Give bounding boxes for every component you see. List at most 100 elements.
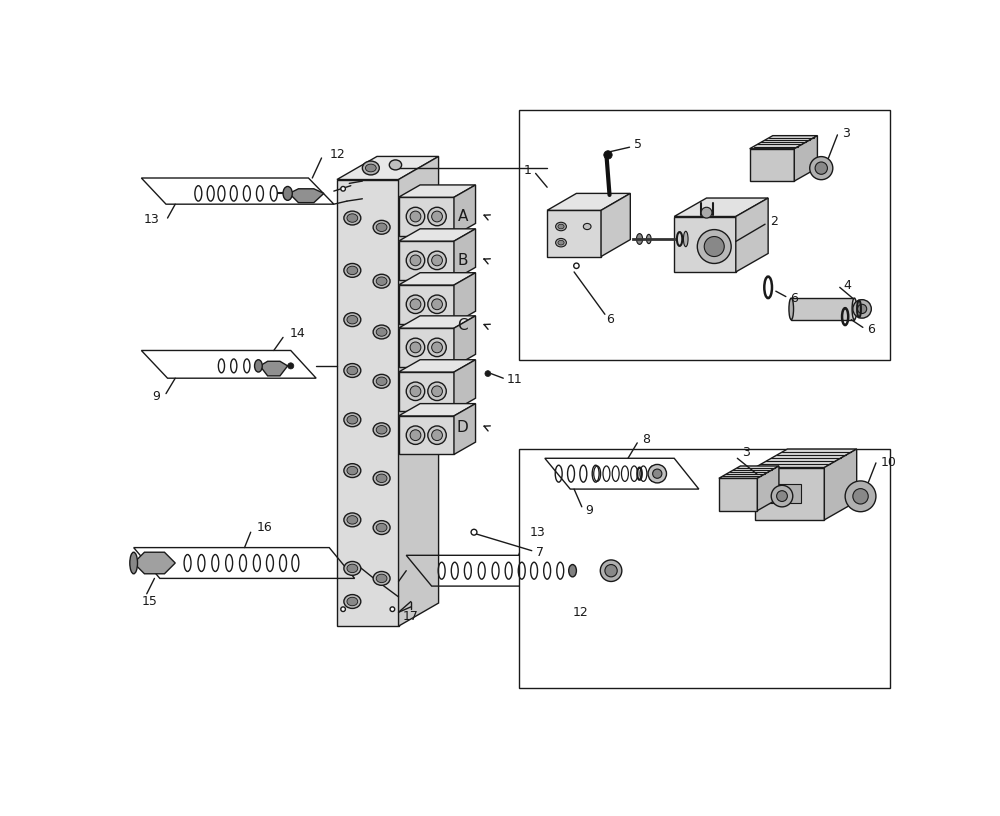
Circle shape [432, 255, 442, 266]
Circle shape [406, 251, 425, 269]
Ellipse shape [376, 328, 387, 336]
Polygon shape [399, 316, 476, 328]
Circle shape [428, 295, 446, 313]
Text: 11: 11 [506, 373, 522, 386]
Ellipse shape [347, 214, 358, 222]
Ellipse shape [376, 523, 387, 532]
Text: B: B [457, 253, 468, 268]
Ellipse shape [365, 164, 376, 172]
Circle shape [428, 426, 446, 445]
Text: D: D [456, 420, 468, 435]
Polygon shape [547, 193, 630, 211]
Polygon shape [399, 157, 439, 626]
Polygon shape [399, 328, 454, 366]
Text: 12: 12 [572, 605, 588, 619]
Polygon shape [454, 404, 476, 455]
Circle shape [432, 299, 442, 309]
Ellipse shape [376, 277, 387, 286]
Ellipse shape [347, 516, 358, 524]
Circle shape [432, 386, 442, 397]
Ellipse shape [255, 360, 262, 372]
Ellipse shape [344, 313, 361, 326]
Polygon shape [674, 216, 736, 272]
Ellipse shape [376, 574, 387, 583]
Polygon shape [454, 273, 476, 323]
Polygon shape [454, 316, 476, 366]
Circle shape [771, 486, 793, 507]
Text: C: C [457, 318, 468, 334]
Circle shape [410, 386, 421, 397]
Polygon shape [399, 416, 454, 455]
Circle shape [777, 490, 787, 502]
Circle shape [604, 151, 612, 159]
Ellipse shape [376, 223, 387, 232]
Circle shape [653, 469, 662, 478]
Text: 2: 2 [770, 215, 778, 228]
Circle shape [410, 342, 421, 353]
Text: 13: 13 [144, 213, 160, 226]
Ellipse shape [283, 187, 292, 201]
Ellipse shape [373, 423, 390, 437]
Ellipse shape [389, 160, 402, 170]
Circle shape [697, 229, 731, 264]
Circle shape [406, 295, 425, 313]
Circle shape [390, 607, 395, 611]
Text: 3: 3 [842, 126, 850, 140]
Text: A: A [457, 209, 468, 224]
Polygon shape [755, 468, 824, 520]
Ellipse shape [373, 220, 390, 234]
Ellipse shape [556, 222, 566, 231]
Polygon shape [399, 228, 476, 242]
Polygon shape [750, 149, 794, 181]
Polygon shape [601, 193, 630, 256]
Polygon shape [399, 273, 476, 285]
Ellipse shape [583, 224, 591, 229]
Circle shape [810, 157, 833, 180]
Bar [686, 231, 718, 246]
Polygon shape [399, 404, 476, 416]
Ellipse shape [646, 234, 651, 244]
Circle shape [857, 304, 867, 313]
Polygon shape [399, 242, 454, 280]
Polygon shape [794, 135, 817, 181]
Polygon shape [755, 449, 857, 468]
Polygon shape [719, 478, 757, 511]
Polygon shape [337, 180, 399, 626]
Ellipse shape [344, 211, 361, 225]
Circle shape [704, 237, 724, 256]
Ellipse shape [347, 316, 358, 324]
Text: 1: 1 [524, 164, 532, 177]
Circle shape [485, 370, 491, 376]
Ellipse shape [347, 415, 358, 424]
Polygon shape [674, 198, 768, 216]
Circle shape [288, 363, 294, 369]
Polygon shape [260, 361, 288, 376]
Circle shape [471, 530, 477, 535]
Text: 8: 8 [642, 433, 650, 446]
Text: 4: 4 [844, 279, 851, 292]
Ellipse shape [376, 377, 387, 385]
Text: 12: 12 [329, 149, 345, 162]
Ellipse shape [556, 238, 566, 247]
Polygon shape [454, 185, 476, 236]
Polygon shape [399, 185, 476, 197]
Ellipse shape [130, 552, 138, 574]
Text: 15: 15 [141, 595, 157, 608]
Text: 10: 10 [881, 456, 896, 469]
Bar [519, 110, 890, 361]
Polygon shape [750, 135, 817, 149]
Ellipse shape [347, 366, 358, 375]
Polygon shape [547, 211, 601, 256]
Ellipse shape [373, 571, 390, 585]
Circle shape [815, 162, 827, 175]
Text: 6: 6 [867, 323, 875, 336]
Circle shape [432, 211, 442, 222]
Circle shape [600, 560, 622, 582]
Circle shape [428, 382, 446, 401]
Polygon shape [134, 552, 175, 574]
Ellipse shape [558, 241, 564, 245]
Circle shape [406, 207, 425, 226]
Ellipse shape [373, 521, 390, 534]
Polygon shape [736, 198, 768, 272]
Circle shape [648, 464, 666, 483]
